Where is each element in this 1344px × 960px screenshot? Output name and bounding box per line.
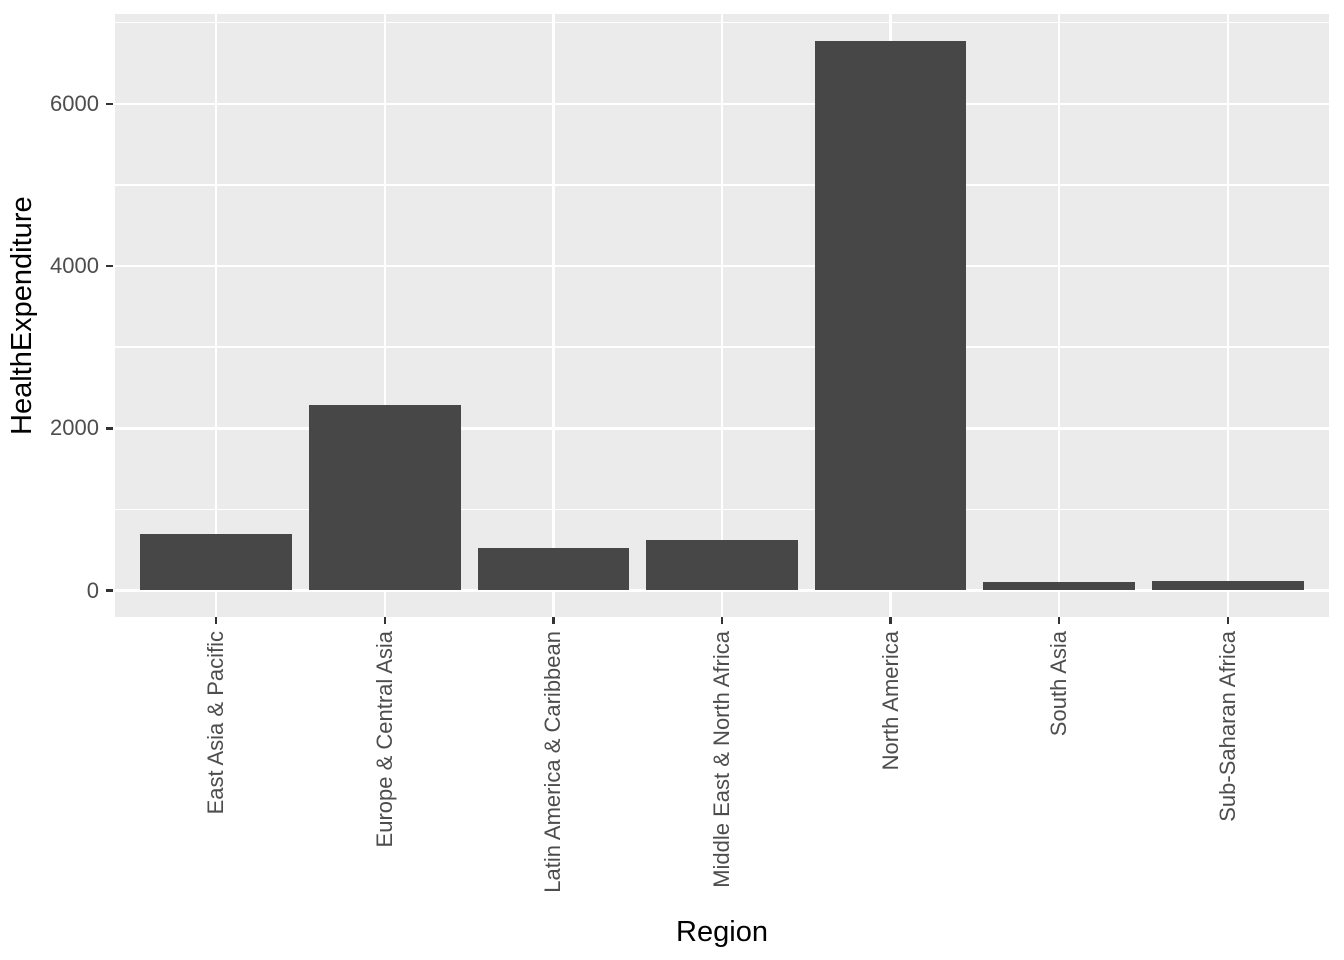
y-axis-tick-label: 0 [86, 577, 99, 603]
y-axis-tick-mark [106, 102, 113, 105]
x-axis-tick-mark [889, 617, 892, 624]
x-axis-tick-mark [552, 617, 555, 624]
y-axis-tick-label: 6000 [50, 90, 99, 116]
y-axis-tick-mark [106, 264, 113, 268]
bar-europe-central-asia [308, 405, 461, 591]
x-axis-tick-label: South Asia [1046, 631, 1072, 737]
plot-panel [115, 14, 1329, 617]
bar-east-asia-pacific [140, 533, 293, 591]
bar-latin-america-caribbean [477, 547, 630, 591]
x-axis-tick-mark [383, 617, 387, 624]
bar-south-asia [983, 581, 1136, 591]
x-axis-tick-label: Sub-Saharan Africa [1214, 631, 1240, 822]
x-axis-tick-label: East Asia & Pacific [203, 631, 229, 815]
x-axis-tick-label: Middle East & North Africa [709, 631, 734, 888]
x-axis-tick-label: Europe & Central Asia [371, 631, 397, 848]
x-axis-tick-label: North America [877, 631, 903, 771]
x-axis-tick-mark [214, 617, 218, 624]
x-axis-tick-label: Latin America & Caribbean [540, 631, 566, 893]
x-axis-tick-mark [1226, 617, 1230, 624]
y-axis-tick-mark [106, 589, 113, 592]
bar-sub-saharan-africa [1151, 580, 1304, 591]
gridline-major-vertical [552, 14, 555, 617]
bar-north-america [814, 40, 967, 591]
x-axis-tick-mark [720, 617, 724, 624]
gridline-major-vertical [720, 14, 724, 617]
gridline-major-vertical [1226, 14, 1230, 617]
gridline-major-vertical [1057, 14, 1061, 617]
bar-middle-east-north-africa [646, 540, 798, 591]
x-axis-title: Region [676, 916, 768, 948]
y-axis-tick-label: 4000 [50, 253, 99, 278]
x-axis-tick-mark [1057, 617, 1061, 624]
gridline-major-vertical [383, 14, 387, 617]
gridline-major-vertical [214, 14, 218, 617]
y-axis-tick-label: 2000 [50, 415, 99, 441]
y-axis-tick-mark [106, 427, 113, 430]
